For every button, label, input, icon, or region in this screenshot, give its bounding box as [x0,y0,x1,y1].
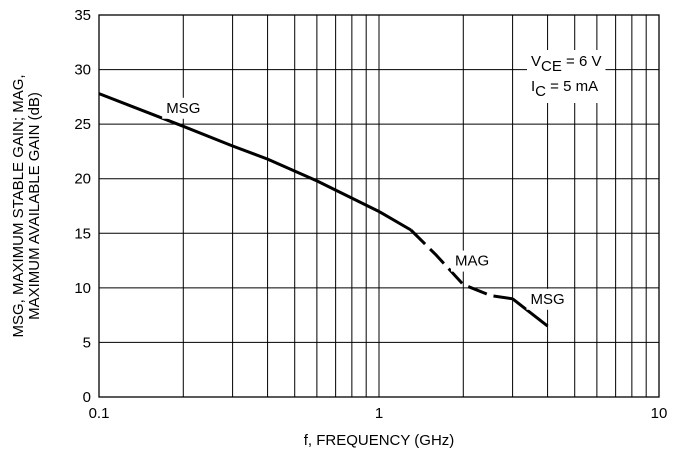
annotation-label: MAG [455,253,489,270]
test-conditions: VCE = 6 V IC = 5 mA [527,50,606,103]
series-layer [98,92,549,328]
series-line-msg-3 [511,297,549,328]
annotation-label: MSG [530,291,564,308]
x-tick-labels: 0.1 1 10 [89,405,668,422]
plot-frame [98,14,660,398]
test-condition-1: VCE = 6 V [531,53,601,75]
annotation-background [526,288,569,310]
x-tick-label: 1 [375,405,383,422]
test-condition-2: IC = 5 mA [531,78,598,100]
grid-lines [98,14,659,398]
annotation-msg-1: MSG [162,97,205,119]
x-tick-label: 0.1 [89,405,110,422]
annotation-msg-3: MSG [526,288,569,310]
y-tick-label: 10 [74,280,91,297]
annotation-background [162,97,205,119]
y-tick-label: 35 [74,7,91,24]
annotation-mag-2: MAG [450,250,494,272]
x-tick-label: 10 [651,405,668,422]
series-line-mag-2 [409,228,513,301]
y-tick-labels: 0 5 10 15 20 25 30 35 [74,7,91,406]
series-line-msg-1 [98,92,412,232]
y-tick-label: 0 [83,389,91,406]
y-tick-label: 20 [74,171,91,188]
y-tick-label: 30 [74,62,91,79]
annotation-label: MSG [166,100,200,117]
y-tick-label: 5 [83,334,91,351]
annotation-background [450,250,494,272]
y-axis-label-line-2: MAXIMUM AVAILABLE GAIN (dB) [26,92,43,320]
y-axis-label-line-1: MSG, MAXIMUM STABLE GAIN; MAG, [10,74,27,337]
y-tick-label: 25 [74,116,91,133]
annotation-layer: MSG MAG MSG [162,97,569,310]
y-tick-label: 15 [74,225,91,242]
x-axis-label: f, FREQUENCY (GHz) [304,432,455,449]
test-conditions-background [527,50,606,103]
